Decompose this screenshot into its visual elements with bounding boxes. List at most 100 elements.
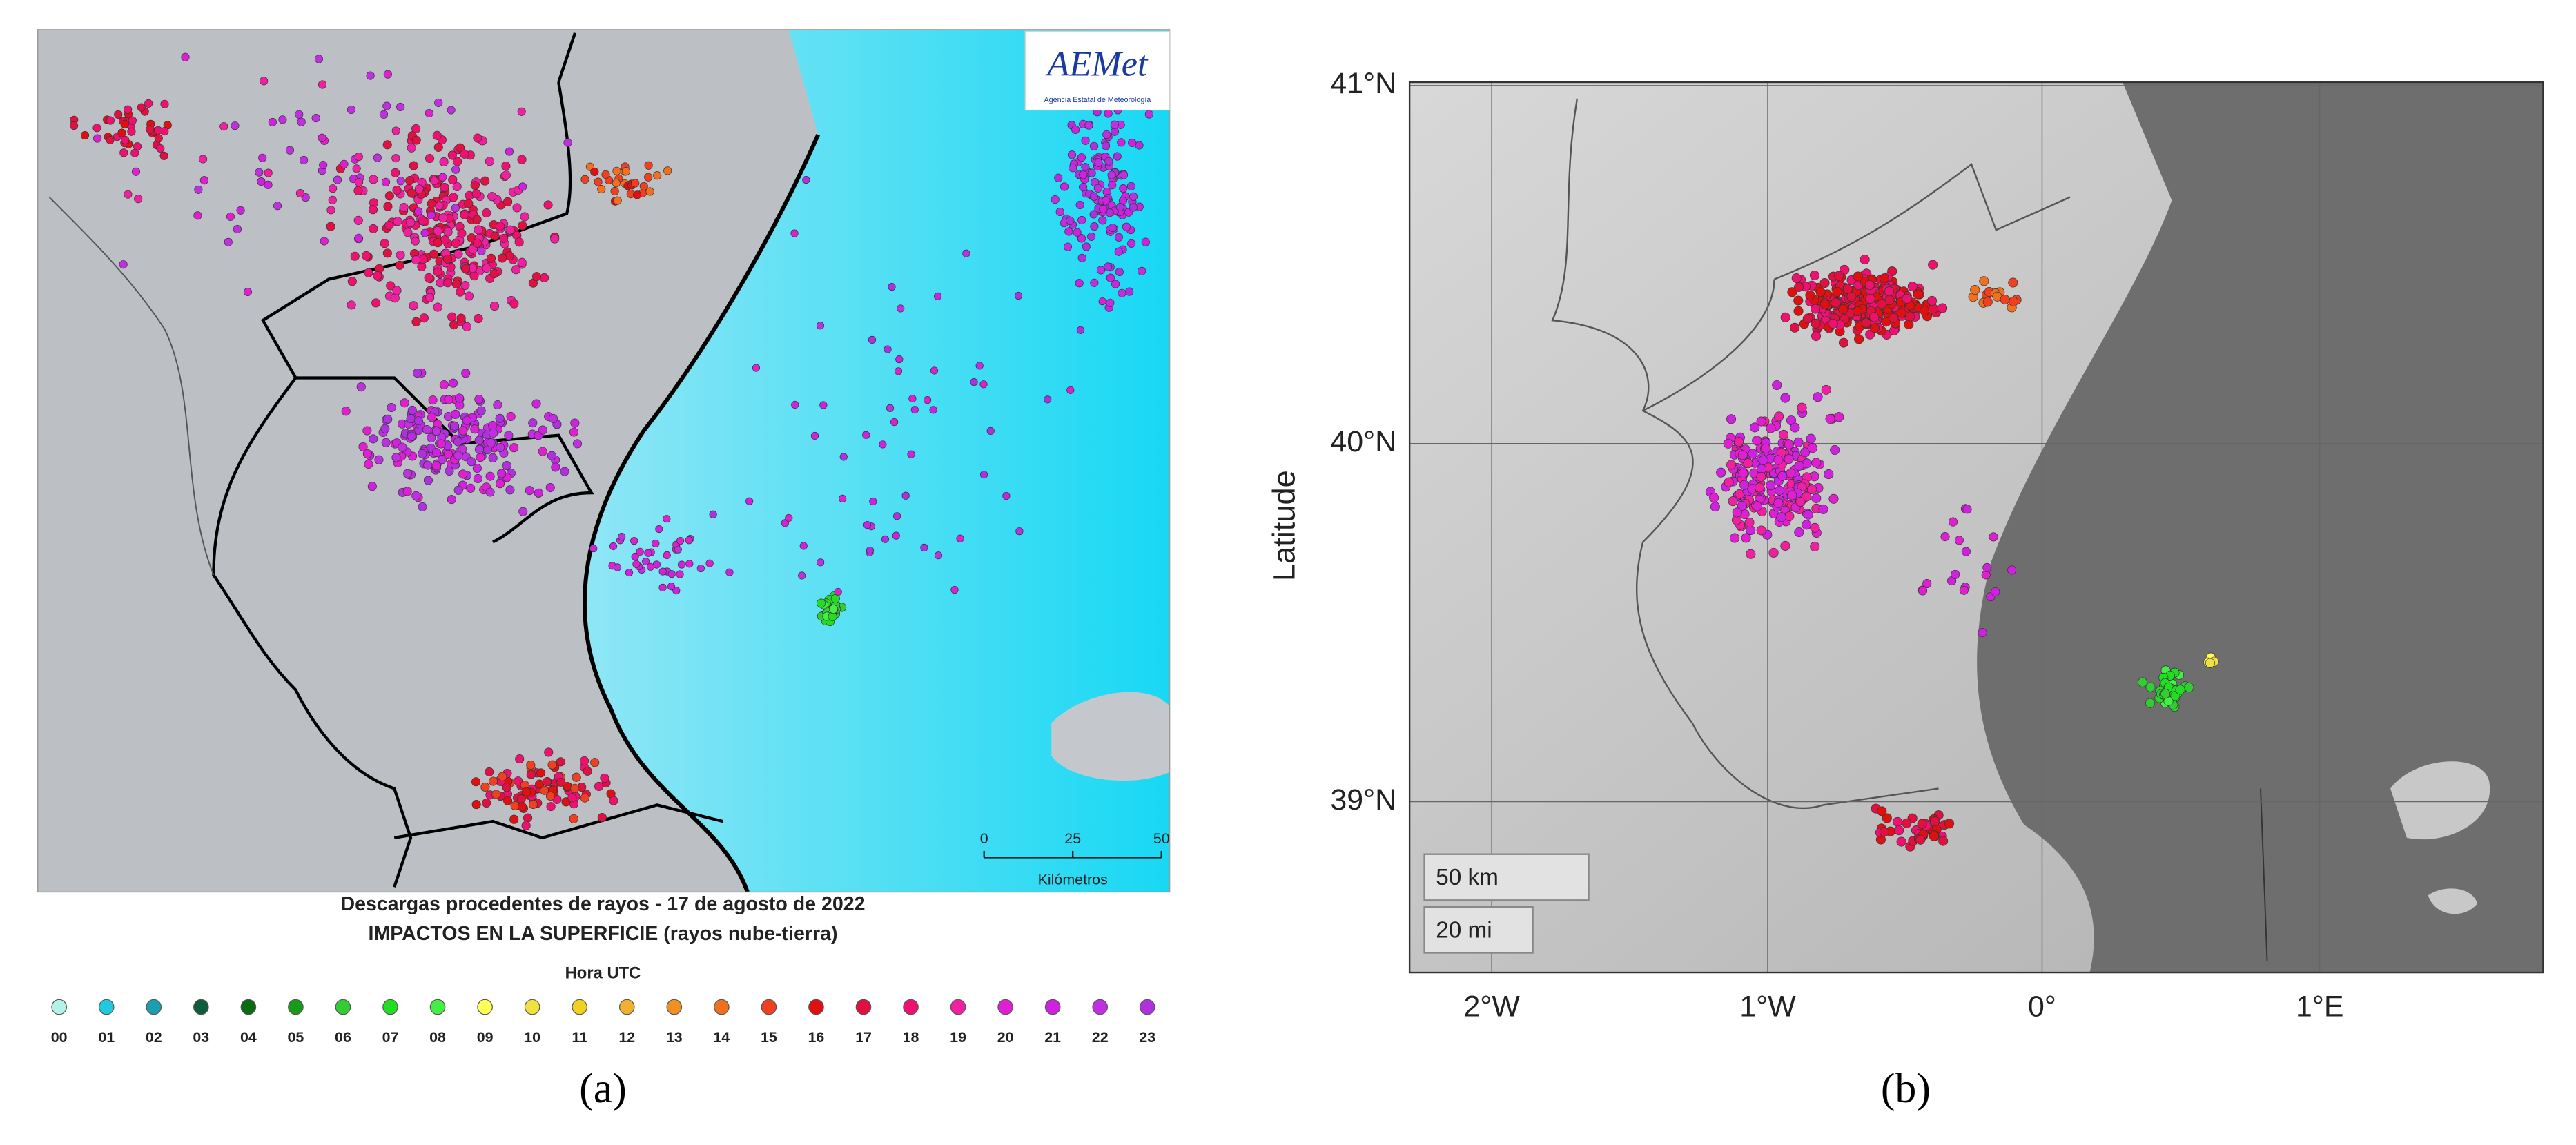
lightning-point [892, 531, 900, 540]
lightning-point [933, 292, 942, 300]
lightning-point [526, 760, 536, 770]
lightning-point [1962, 505, 1972, 514]
lightning-point [1081, 136, 1090, 145]
map-frame [37, 29, 1171, 893]
lightning-point [439, 380, 449, 390]
lightning-point [127, 127, 136, 136]
lightning-point [1115, 202, 1124, 212]
legend-swatch [382, 999, 398, 1015]
lightning-point [411, 135, 421, 145]
lightning-point [725, 568, 734, 576]
lightning-point [676, 537, 685, 545]
lightning-point [1951, 569, 1960, 579]
lightning-point [1811, 493, 1822, 503]
lightning-point [1737, 500, 1748, 511]
lightning-point [453, 249, 463, 259]
lightning-point [1978, 628, 1987, 638]
lightning-point [382, 101, 391, 110]
lightning-point [1075, 279, 1084, 288]
lightning-point [1114, 233, 1123, 242]
lightning-point [517, 257, 527, 267]
lightning-point [418, 449, 427, 458]
lightning-point [1853, 271, 1863, 282]
lightning-point [1927, 295, 1938, 306]
lightning-point [383, 70, 392, 79]
lightning-point [631, 552, 639, 561]
panel-label: (b) [1881, 1065, 1931, 1112]
lightning-point [373, 271, 382, 280]
lightning-point [594, 781, 604, 791]
legend-swatch [240, 999, 257, 1015]
scale-tick-label: 0 [980, 830, 988, 847]
lightning-point [433, 238, 442, 248]
lightning-point [863, 520, 872, 529]
lightning-point [154, 134, 163, 143]
lightning-point [457, 228, 467, 238]
legend-swatch [429, 999, 446, 1015]
lightning-point [1741, 533, 1751, 543]
lightning-point [130, 148, 139, 157]
lightning-point [496, 442, 505, 453]
lightning-point [407, 188, 416, 198]
lightning-point [672, 587, 681, 595]
lightning-point [612, 179, 621, 188]
lightning-point [354, 153, 363, 162]
lightning-point [1125, 287, 1134, 296]
lightning-point [1882, 813, 1892, 823]
lat-tick-label: 40°N [1330, 425, 1396, 458]
lightning-point [431, 427, 441, 436]
legend-label: 09 [477, 1029, 494, 1046]
lon-tick-label: 1°W [1739, 990, 1796, 1024]
lightning-point [400, 398, 409, 408]
lightning-point [881, 535, 890, 543]
lightning-point [1805, 290, 1815, 300]
lightning-point [92, 124, 101, 133]
lightning-point [542, 777, 552, 787]
lightning-point [470, 181, 480, 190]
lightning-point [570, 418, 580, 428]
lightning-point [560, 467, 569, 476]
lightning-point [424, 273, 433, 282]
lightning-point [1127, 239, 1136, 248]
lightning-point [444, 395, 453, 404]
lightning-point [509, 814, 519, 824]
lightning-point [369, 434, 378, 444]
lightning-point [1840, 264, 1850, 275]
lightning-point [785, 513, 793, 522]
lightning-point [1920, 306, 1930, 316]
lightning-point [1879, 827, 1889, 837]
lightning-point [449, 378, 458, 388]
legend-swatch [193, 999, 209, 1015]
lightning-point [580, 175, 589, 184]
lightning-point [1752, 436, 1762, 446]
lon-tick-label: 0° [2028, 990, 2056, 1024]
lightning-point [498, 253, 507, 263]
lightning-point [314, 55, 324, 63]
lightning-point [1726, 460, 1737, 470]
lightning-point [1904, 319, 1914, 329]
lightning-point [1098, 297, 1106, 306]
lightning-point [1877, 806, 1887, 816]
lightning-point [219, 122, 228, 131]
lightning-point [1991, 587, 2000, 597]
lightning-point [1144, 110, 1153, 119]
lightning-point [1732, 507, 1742, 518]
lightning-point [194, 185, 203, 194]
lightning-point [790, 229, 799, 237]
lightning-point [395, 260, 404, 270]
lightning-point [485, 157, 494, 166]
lightning-point [153, 126, 163, 135]
lightning-point [451, 280, 461, 289]
lightning-point [1961, 547, 1971, 556]
scale-a: 0 25 50 Kilómetros [980, 830, 1170, 888]
lightning-point [678, 560, 686, 569]
lightning-point [1831, 297, 1841, 308]
lightning-point [1098, 216, 1107, 225]
sea [1977, 82, 2544, 973]
lon-tick-label: 1°E [2296, 990, 2344, 1024]
lightning-point [448, 175, 458, 184]
lightning-point [354, 233, 363, 242]
lightning-point [1819, 299, 1830, 309]
lightning-point [923, 395, 932, 404]
lightning-point [477, 246, 486, 255]
